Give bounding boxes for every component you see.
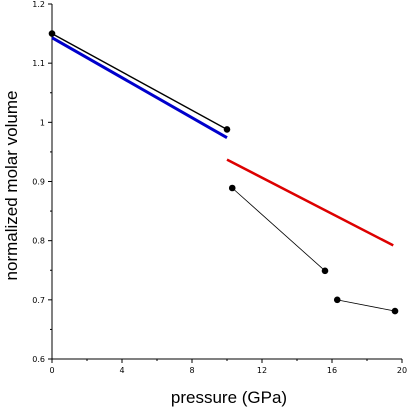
y-tick-label: 0.8 <box>32 237 45 246</box>
x-tick-label: 0 <box>49 366 54 375</box>
series-line <box>51 32 228 131</box>
y-tick-label: 1.2 <box>32 0 45 9</box>
x-tick-label: 4 <box>119 366 124 375</box>
x-tick-label: 16 <box>327 366 337 375</box>
series-layer <box>48 30 399 315</box>
ticks: 0.6 0.7 0.8 0.9 1 1.1 1.2 0 4 8 12 16 20 <box>32 0 407 375</box>
series-0 <box>48 30 231 133</box>
series-2 <box>333 296 399 315</box>
data-point <box>228 184 236 192</box>
y-tick-label: 0.6 <box>32 355 45 364</box>
x-tick-label: 8 <box>189 366 194 375</box>
data-point <box>391 307 399 315</box>
y-tick-label: 1 <box>40 118 45 127</box>
series-3 <box>51 36 228 140</box>
series-line <box>337 299 396 312</box>
series-4 <box>226 158 394 247</box>
data-point <box>48 30 56 37</box>
x-tick-label: 20 <box>397 366 407 375</box>
y-axis-title: normalized molar volume <box>2 91 21 281</box>
series-1 <box>228 184 329 275</box>
y-tick-label: 1.1 <box>32 59 45 68</box>
x-axis-title: pressure (GPa) <box>171 388 287 407</box>
data-point <box>333 296 341 304</box>
series-line <box>231 187 326 272</box>
data-point <box>321 267 329 275</box>
y-tick-label: 0.7 <box>32 296 45 305</box>
x-tick-label: 12 <box>257 366 267 375</box>
axes <box>51 4 402 360</box>
series-line <box>226 158 394 247</box>
y-tick-label: 0.9 <box>32 178 45 187</box>
data-point <box>223 126 231 133</box>
series-line <box>51 36 228 140</box>
